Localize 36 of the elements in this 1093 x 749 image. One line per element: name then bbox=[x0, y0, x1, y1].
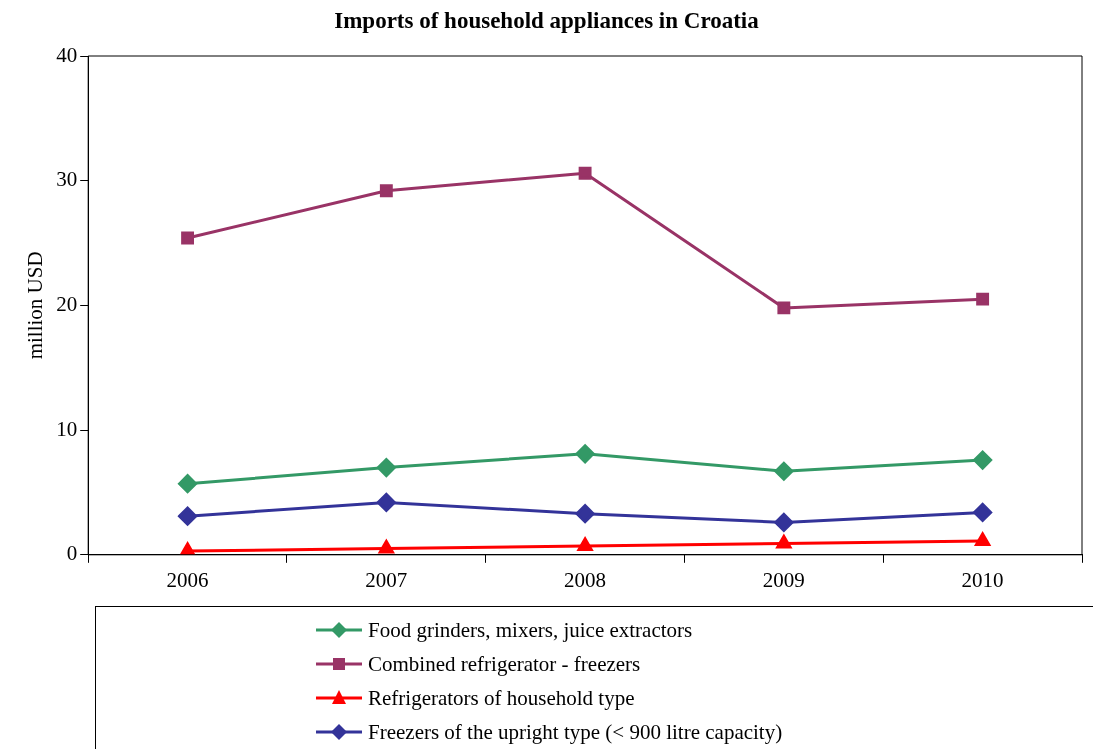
point bbox=[379, 184, 393, 198]
y-tick-label: 0 bbox=[66, 541, 78, 566]
point bbox=[178, 506, 198, 526]
x-tick-label: 2007 bbox=[365, 567, 408, 592]
y-tick-label: 20 bbox=[56, 291, 78, 316]
point bbox=[178, 474, 198, 494]
point bbox=[378, 540, 394, 554]
y-tick-label: 40 bbox=[56, 42, 78, 67]
legend-label: Freezers of the upright type (< 900 litre capacity) bbox=[368, 719, 783, 745]
point bbox=[774, 461, 794, 481]
point bbox=[578, 166, 592, 180]
y-tick-label: 10 bbox=[56, 416, 78, 441]
point bbox=[180, 542, 196, 555]
point bbox=[976, 292, 990, 306]
point bbox=[376, 492, 396, 512]
y-tick-label: 30 bbox=[56, 167, 78, 192]
point bbox=[777, 301, 791, 315]
chart-title: Imports of household appliances in Croatia bbox=[333, 8, 760, 34]
x-tick-label: 2006 bbox=[166, 567, 209, 592]
point bbox=[575, 504, 595, 524]
point bbox=[376, 458, 396, 478]
point bbox=[776, 535, 792, 549]
x-tick-label: 2008 bbox=[564, 567, 607, 592]
x-tick-label: 2010 bbox=[961, 567, 1004, 592]
point bbox=[181, 231, 195, 245]
point bbox=[973, 502, 993, 522]
legend-label: Refrigerators of household type bbox=[368, 685, 635, 711]
legend-label: Combined refrigerator - freezers bbox=[368, 651, 641, 677]
point bbox=[575, 444, 595, 464]
point bbox=[774, 512, 794, 532]
point bbox=[975, 532, 991, 547]
point bbox=[973, 450, 993, 470]
point bbox=[577, 537, 593, 552]
x-tick-label: 2009 bbox=[762, 567, 805, 592]
legend-label: Food grinders, mixers, juice extractors bbox=[368, 617, 693, 643]
y-axis-title: million USD bbox=[23, 251, 48, 360]
